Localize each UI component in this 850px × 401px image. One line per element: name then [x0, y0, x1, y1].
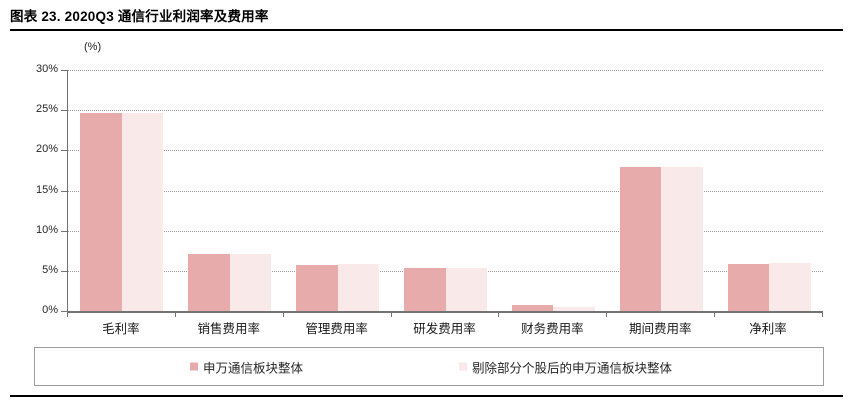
bar-净利率-series1 [727, 263, 770, 311]
bottom-rule [10, 395, 843, 397]
bar-期间费用率-series2 [661, 167, 703, 311]
y-tick-mark-15 [61, 190, 67, 192]
gridline-25 [68, 110, 823, 112]
bar-研发费用率-series2 [445, 268, 487, 311]
y-tick-label-30: 30% [35, 63, 58, 75]
x-tick-mark-4 [498, 313, 500, 317]
bar-期间费用率-series1 [619, 167, 662, 311]
legend-swatch-series1 [190, 362, 198, 371]
bar-毛利率-series2 [121, 112, 164, 311]
x-tick-label-净利率: 净利率 [749, 322, 787, 336]
legend-item-series1: 申万通信板块整体 [190, 357, 303, 376]
y-tick-mark-0 [61, 311, 67, 312]
x-tick-label-研发费用率: 研发费用率 [413, 322, 476, 336]
x-tick-mark-1 [174, 313, 176, 317]
y-tick-label-15: 15% [35, 183, 58, 196]
x-tick-label-财务费用率: 财务费用率 [521, 322, 584, 336]
bar-管理费用率-series2 [337, 263, 380, 311]
x-tick-label-毛利率: 毛利率 [102, 322, 140, 336]
x-tick-mark-7 [822, 313, 823, 317]
gridline-30 [68, 70, 823, 71]
y-axis-unit-label: (%) [84, 41, 102, 53]
x-tick-mark-3 [390, 313, 392, 317]
y-tick-mark-5 [61, 270, 67, 272]
bar-毛利率-series1 [80, 112, 122, 311]
bar-财务费用率-series2 [553, 306, 595, 311]
bar-财务费用率-series1 [511, 304, 554, 311]
legend-item-series2: 剔除部分个股后的申万通信板块整体 [459, 357, 672, 376]
title-rule [10, 29, 843, 31]
legend-label-series2: 剔除部分个股后的申万通信板块整体 [472, 361, 673, 375]
plot-area [67, 70, 823, 313]
y-tick-label-20: 20% [35, 143, 58, 156]
gridline-20 [68, 150, 823, 152]
x-tick-label-期间费用率: 期间费用率 [628, 322, 692, 336]
x-tick-label-销售费用率: 销售费用率 [197, 322, 261, 336]
x-tick-label-管理费用率: 管理费用率 [305, 322, 368, 336]
y-tick-label-10: 10% [35, 223, 58, 236]
bar-研发费用率-series1 [404, 268, 446, 311]
figure-title: 图表 23. 2020Q3 通信行业利润率及费用率 [10, 9, 269, 24]
y-tick-mark-25 [61, 110, 67, 112]
y-tick-mark-10 [61, 230, 67, 232]
y-tick-mark-30 [61, 70, 67, 71]
x-tick-mark-6 [714, 313, 716, 317]
y-tick-label-0: 0% [42, 304, 58, 316]
bar-管理费用率-series1 [296, 265, 338, 311]
gridline-10 [68, 230, 823, 232]
legend-swatch-series2 [459, 362, 467, 371]
y-tick-mark-20 [61, 150, 67, 152]
legend: 申万通信板块整体 剔除部分个股后的申万通信板块整体 [34, 347, 824, 386]
y-tick-label-25: 25% [35, 103, 58, 116]
bar-销售费用率-series1 [188, 253, 230, 311]
x-tick-mark-2 [282, 313, 284, 317]
x-tick-mark-0 [67, 313, 68, 317]
x-tick-mark-5 [606, 313, 608, 317]
bar-销售费用率-series2 [229, 253, 272, 311]
gridline-15 [68, 190, 823, 192]
y-tick-label-5: 5% [42, 263, 58, 276]
bar-净利率-series2 [769, 262, 811, 311]
legend-label-series1: 申万通信板块整体 [203, 361, 304, 375]
